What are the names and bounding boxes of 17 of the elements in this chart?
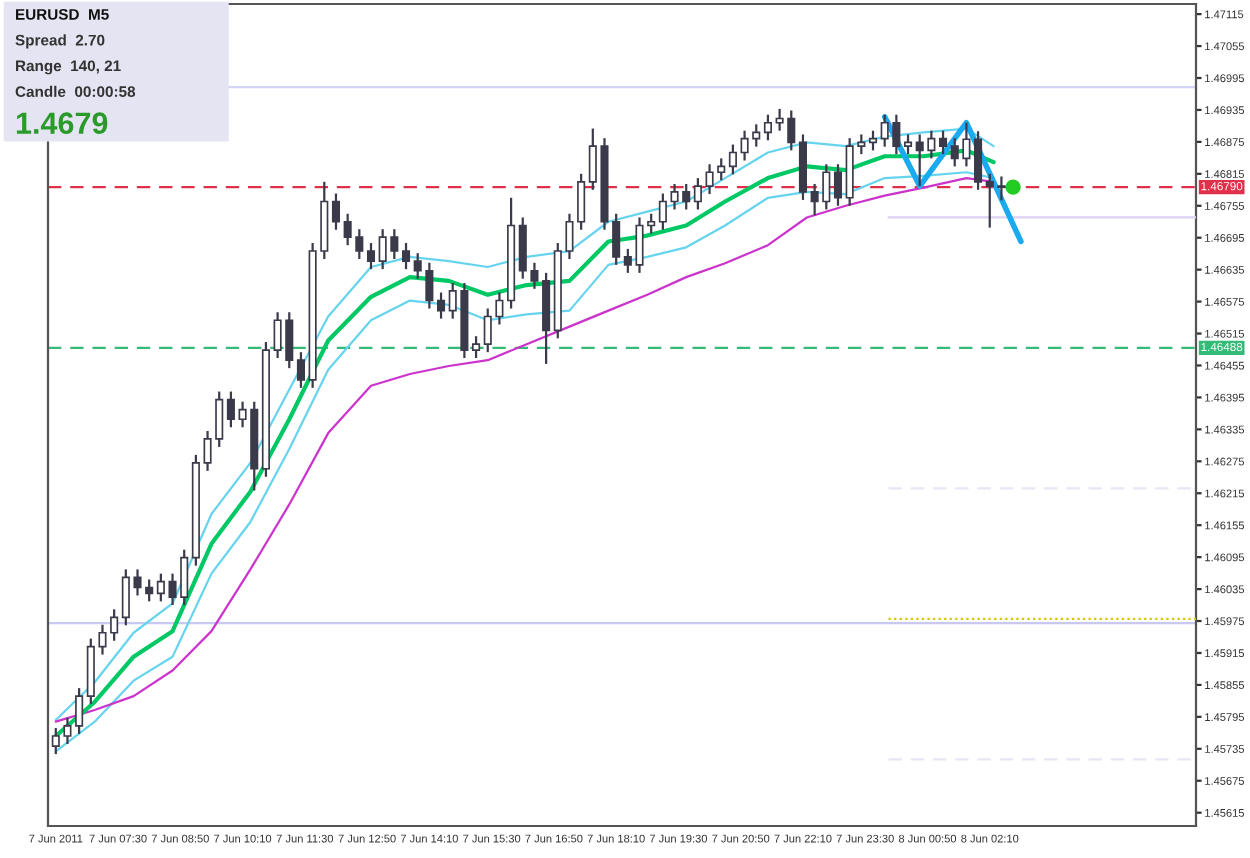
candlestick xyxy=(903,133,913,156)
candlestick xyxy=(693,176,702,211)
candlestick xyxy=(868,129,878,152)
candlestick xyxy=(728,143,737,176)
candlestick xyxy=(366,241,376,271)
candlestick xyxy=(331,192,341,231)
candlestick xyxy=(436,291,446,320)
line-series xyxy=(881,114,1024,245)
candlestick xyxy=(939,129,948,156)
candlestick xyxy=(763,113,772,142)
candlestick xyxy=(833,163,843,207)
candlestick xyxy=(296,351,305,389)
candlestick xyxy=(226,390,235,429)
annotation: 1.4679 xyxy=(16,112,108,134)
candlestick xyxy=(401,241,411,271)
candlestick xyxy=(472,335,481,360)
candlestick xyxy=(974,130,983,191)
